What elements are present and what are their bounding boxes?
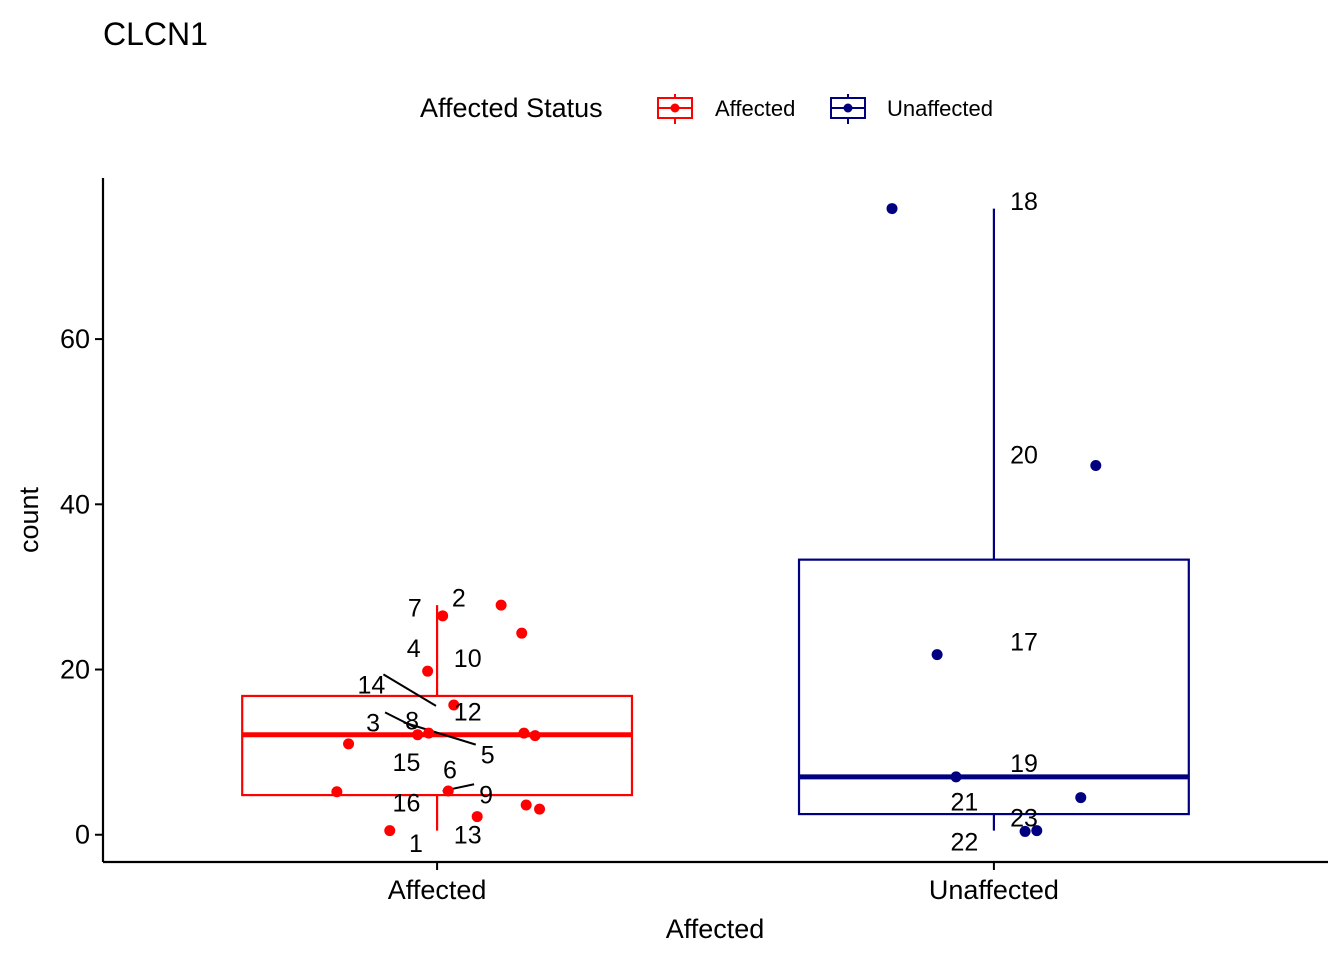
data-point	[518, 727, 530, 739]
data-point	[384, 825, 396, 837]
data-point	[442, 785, 454, 797]
point-label: 16	[393, 790, 421, 818]
data-point	[886, 203, 898, 215]
data-point	[516, 627, 528, 639]
y-tick-label: 40	[60, 489, 90, 519]
box	[797, 558, 1190, 816]
legend-key-unaffected	[830, 94, 866, 124]
data-point	[1075, 792, 1087, 804]
label-connector	[382, 673, 437, 707]
data-point	[495, 599, 507, 611]
point-label: 3	[366, 709, 380, 737]
point-label: 20	[1010, 442, 1038, 470]
point-label: 5	[481, 742, 495, 770]
x-tick-label: Unaffected	[929, 875, 1059, 905]
point-label: 4	[407, 635, 421, 663]
box	[241, 694, 634, 797]
data-point	[331, 786, 343, 798]
y-tick-label: 60	[60, 324, 90, 354]
point-label: 14	[357, 671, 385, 699]
data-point	[471, 811, 483, 823]
label-connector	[403, 721, 477, 746]
point-label: 17	[1010, 628, 1038, 656]
legend-key-affected	[657, 94, 693, 124]
data-point	[1019, 825, 1031, 837]
y-tick-label: 20	[60, 655, 90, 685]
data-point	[448, 699, 460, 711]
point-label: 10	[454, 645, 482, 673]
data-point	[343, 738, 355, 750]
legend-title: Affected Status	[420, 93, 603, 123]
point-label: 9	[479, 781, 493, 809]
data-point	[534, 803, 546, 815]
x-axis-title: Affected	[666, 914, 765, 944]
point-label: 18	[1010, 188, 1038, 216]
point-label: 7	[408, 595, 422, 623]
legend-label-affected: Affected	[715, 96, 795, 121]
point-label: 1	[409, 830, 423, 858]
point-label: 8	[405, 708, 419, 736]
point-label: 21	[950, 789, 978, 817]
point-label: 22	[950, 828, 978, 856]
data-point	[950, 771, 962, 783]
data-point	[520, 799, 532, 811]
data-point	[423, 727, 435, 739]
point-label: 15	[393, 749, 421, 777]
point-label: 2	[452, 585, 466, 613]
data-point	[412, 729, 424, 741]
data-point	[529, 730, 541, 742]
x-tick-label: Affected	[388, 875, 487, 905]
point-label: 6	[443, 756, 457, 784]
y-axis-title: count	[14, 486, 44, 553]
chart-title: CLCN1	[103, 16, 208, 52]
data-point	[1031, 825, 1043, 837]
y-tick-label: 0	[75, 820, 90, 850]
data-point	[437, 610, 449, 622]
point-label: 23	[1010, 804, 1038, 832]
data-point	[931, 649, 943, 661]
data-point	[422, 665, 434, 677]
legend-label-unaffected: Unaffected	[887, 96, 993, 121]
point-label: 19	[1010, 750, 1038, 778]
point-label: 12	[454, 699, 482, 727]
legend: Affected Status Affected Unaffected	[420, 93, 993, 124]
data-point	[1090, 459, 1102, 471]
point-label: 13	[454, 822, 482, 850]
